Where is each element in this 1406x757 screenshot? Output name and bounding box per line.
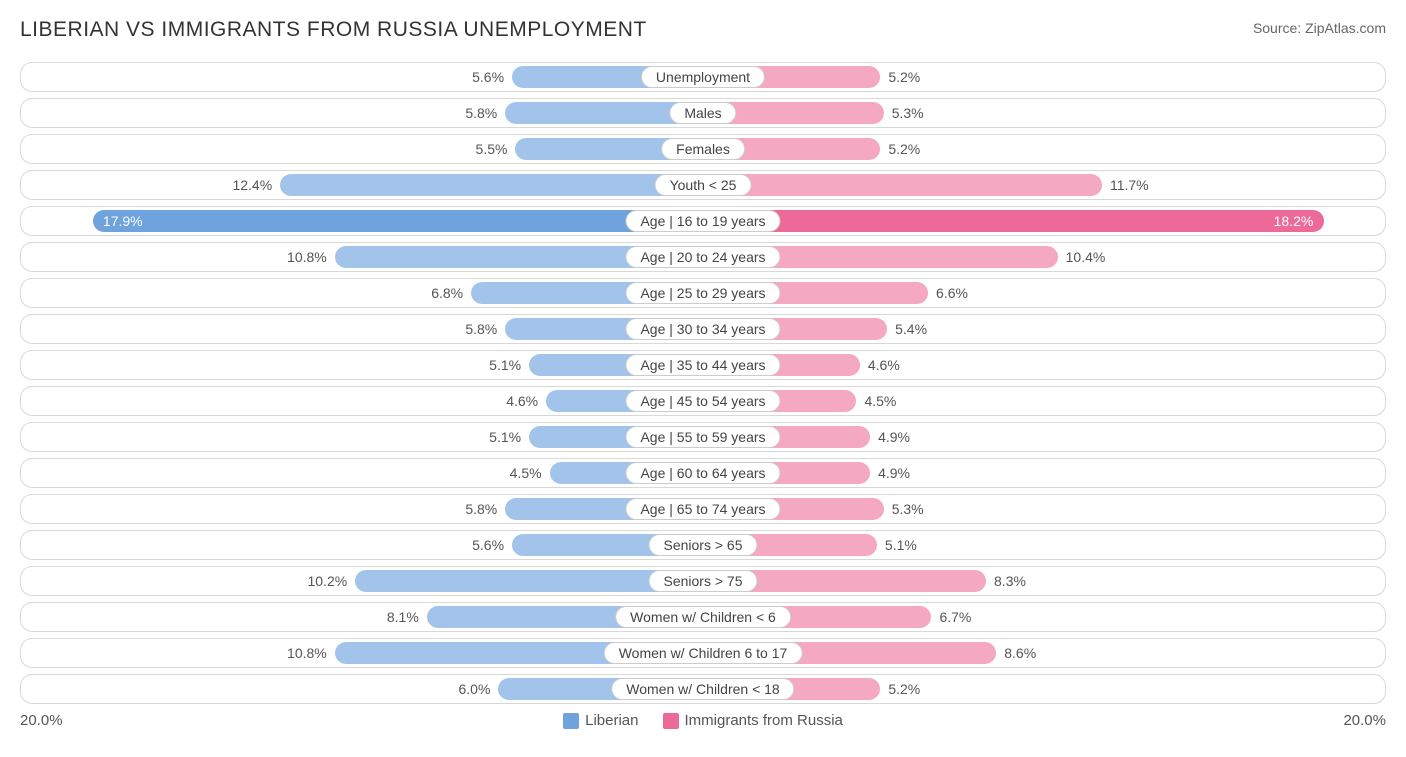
value-label-right: 5.4%	[895, 321, 927, 337]
value-label-left: 17.9%	[103, 213, 143, 229]
chart-row: 5.1% 4.9% Age | 55 to 59 years	[20, 422, 1386, 452]
chart-row: 4.5% 4.9% Age | 60 to 64 years	[20, 458, 1386, 488]
value-label-left: 12.4%	[232, 177, 272, 193]
chart-row: 12.4% 11.7% Youth < 25	[20, 170, 1386, 200]
legend-swatch-left	[563, 713, 579, 729]
legend-label-left: Liberian	[585, 712, 638, 729]
value-label-right: 5.2%	[888, 681, 920, 697]
value-label-left: 5.6%	[472, 537, 504, 553]
chart-row: 5.1% 4.6% Age | 35 to 44 years	[20, 350, 1386, 380]
chart-row: 5.6% 5.2% Unemployment	[20, 62, 1386, 92]
category-label: Women w/ Children < 6	[615, 606, 791, 628]
bar-left	[93, 210, 703, 232]
value-label-right: 6.7%	[939, 609, 971, 625]
chart-row: 4.6% 4.5% Age | 45 to 54 years	[20, 386, 1386, 416]
value-label-left: 5.8%	[465, 501, 497, 517]
value-label-right: 4.9%	[878, 465, 910, 481]
value-label-right: 4.5%	[864, 393, 896, 409]
value-label-right: 6.6%	[936, 285, 968, 301]
bar-right	[703, 210, 1324, 232]
chart-row: 6.0% 5.2% Women w/ Children < 18	[20, 674, 1386, 704]
chart-row: 10.2% 8.3% Seniors > 75	[20, 566, 1386, 596]
bar-right	[703, 174, 1102, 196]
category-label: Age | 65 to 74 years	[625, 498, 780, 520]
value-label-right: 10.4%	[1066, 249, 1106, 265]
value-label-left: 5.6%	[472, 69, 504, 85]
category-label: Youth < 25	[655, 174, 752, 196]
value-label-right: 5.2%	[888, 141, 920, 157]
chart-row: 5.8% 5.3% Age | 65 to 74 years	[20, 494, 1386, 524]
category-label: Age | 35 to 44 years	[625, 354, 780, 376]
chart-row: 10.8% 8.6% Women w/ Children 6 to 17	[20, 638, 1386, 668]
category-label: Seniors > 65	[649, 534, 758, 556]
value-label-left: 10.8%	[287, 249, 327, 265]
chart-row: 5.8% 5.3% Males	[20, 98, 1386, 128]
chart-title: LIBERIAN VS IMMIGRANTS FROM RUSSIA UNEMP…	[20, 18, 647, 42]
chart-row: 10.8% 10.4% Age | 20 to 24 years	[20, 242, 1386, 272]
value-label-left: 6.0%	[458, 681, 490, 697]
value-label-left: 4.5%	[510, 465, 542, 481]
axis-max-left: 20.0%	[20, 712, 63, 729]
category-label: Age | 30 to 34 years	[625, 318, 780, 340]
category-label: Females	[661, 138, 745, 160]
value-label-left: 5.1%	[489, 357, 521, 373]
category-label: Age | 45 to 54 years	[625, 390, 780, 412]
chart-row: 8.1% 6.7% Women w/ Children < 6	[20, 602, 1386, 632]
value-label-right: 8.6%	[1004, 645, 1036, 661]
chart-row: 5.6% 5.1% Seniors > 65	[20, 530, 1386, 560]
chart-footer: 20.0% Liberian Immigrants from Russia 20…	[20, 712, 1386, 729]
category-label: Seniors > 75	[649, 570, 758, 592]
value-label-left: 5.8%	[465, 105, 497, 121]
source-attribution: Source: ZipAtlas.com	[1253, 18, 1386, 36]
chart-area: 5.6% 5.2% Unemployment 5.8% 5.3% Males 5.5% 5.2…	[20, 62, 1386, 704]
category-label: Age | 20 to 24 years	[625, 246, 780, 268]
category-label: Women w/ Children < 18	[611, 678, 794, 700]
chart-row: 5.8% 5.4% Age | 30 to 34 years	[20, 314, 1386, 344]
value-label-right: 4.9%	[878, 429, 910, 445]
value-label-left: 4.6%	[506, 393, 538, 409]
category-label: Age | 55 to 59 years	[625, 426, 780, 448]
chart-row: 5.5% 5.2% Females	[20, 134, 1386, 164]
category-label: Unemployment	[641, 66, 765, 88]
value-label-right: 18.2%	[1274, 213, 1314, 229]
value-label-left: 10.8%	[287, 645, 327, 661]
category-label: Women w/ Children 6 to 17	[604, 642, 803, 664]
category-label: Age | 16 to 19 years	[625, 210, 780, 232]
axis-max-right: 20.0%	[1343, 712, 1386, 729]
legend-item-right: Immigrants from Russia	[663, 712, 843, 729]
value-label-left: 5.5%	[476, 141, 508, 157]
legend-swatch-right	[663, 713, 679, 729]
value-label-right: 5.3%	[892, 501, 924, 517]
value-label-right: 11.7%	[1110, 177, 1149, 193]
legend-label-right: Immigrants from Russia	[685, 712, 843, 729]
category-label: Males	[669, 102, 736, 124]
value-label-right: 5.2%	[888, 69, 920, 85]
value-label-right: 5.1%	[885, 537, 917, 553]
chart-row: 17.9% 18.2% Age | 16 to 19 years	[20, 206, 1386, 236]
category-label: Age | 25 to 29 years	[625, 282, 780, 304]
legend: Liberian Immigrants from Russia	[563, 712, 843, 729]
value-label-right: 8.3%	[994, 573, 1026, 589]
value-label-left: 5.8%	[465, 321, 497, 337]
legend-item-left: Liberian	[563, 712, 638, 729]
value-label-right: 4.6%	[868, 357, 900, 373]
chart-row: 6.8% 6.6% Age | 25 to 29 years	[20, 278, 1386, 308]
bar-left	[280, 174, 703, 196]
value-label-left: 6.8%	[431, 285, 463, 301]
value-label-left: 10.2%	[307, 573, 347, 589]
category-label: Age | 60 to 64 years	[625, 462, 780, 484]
value-label-left: 5.1%	[489, 429, 521, 445]
value-label-right: 5.3%	[892, 105, 924, 121]
value-label-left: 8.1%	[387, 609, 419, 625]
chart-header: LIBERIAN VS IMMIGRANTS FROM RUSSIA UNEMP…	[20, 18, 1386, 42]
